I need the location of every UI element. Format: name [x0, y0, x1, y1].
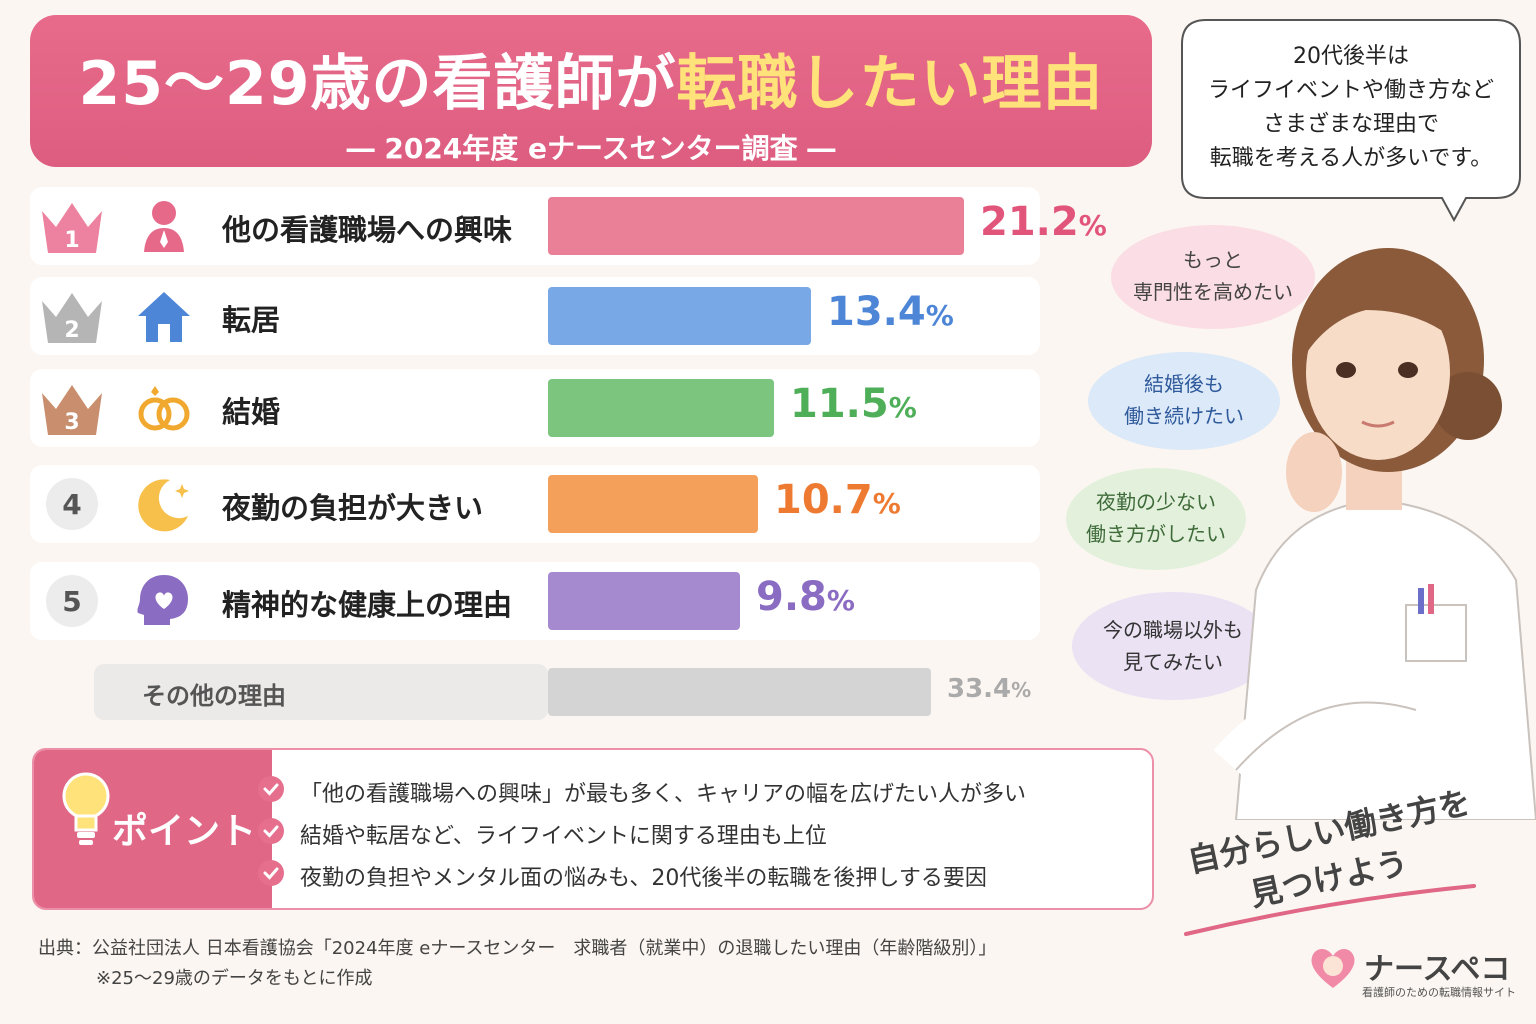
other-row-background	[94, 664, 548, 720]
rank-number: 5	[46, 575, 98, 627]
check-icon	[258, 776, 284, 802]
speech-line-1: 20代後半は	[1293, 44, 1409, 69]
bar-value-label: 33.4%	[947, 674, 1032, 704]
cloud-shape	[1072, 592, 1274, 700]
category-label: 転居	[222, 303, 281, 337]
speech-line-4: 転職を考える人が多いです。	[1209, 146, 1493, 171]
speech-bubble-shape	[1181, 19, 1521, 223]
bar	[548, 475, 758, 533]
thought-3-line-1: 夜勤の少ない	[1096, 490, 1216, 514]
point-item-3: 夜勤の負担やメンタル面の悩みも、20代後半の転職を後押しする要因	[258, 860, 987, 892]
bar	[548, 287, 811, 345]
point-item-2: 結婚や転居など、ライフイベントに関する理由も上位	[258, 818, 827, 850]
point-header: ポイント	[34, 750, 272, 908]
slogan-underline	[1184, 884, 1476, 936]
crown-icon: 3	[38, 379, 106, 439]
lightbulb-icon	[62, 772, 110, 845]
title-highlight: 転職したい理由	[676, 49, 1104, 119]
nurse-illustration	[1213, 248, 1536, 820]
bar	[548, 379, 774, 437]
thought-cloud-2: 結婚後も 働き続けたい	[1086, 350, 1282, 452]
thought-1-line-1: もっと	[1183, 248, 1243, 272]
page-subtitle: ― 2024年度 eナースセンター調査 ―	[346, 132, 836, 165]
check-icon	[258, 818, 284, 844]
bar-value-label: 11.5%	[790, 381, 917, 427]
thought-1-line-2: 専門性を高めたい	[1133, 280, 1293, 304]
bar-value-label: 21.2%	[980, 199, 1107, 245]
bar-value-label: 10.7%	[774, 477, 901, 523]
brand-tagline: 看護師のための転職情報サイト	[1362, 986, 1516, 999]
point-heading: ポイント	[112, 811, 257, 852]
thought-3-line-2: 働き方がしたい	[1086, 522, 1226, 546]
thought-cloud-4: 今の職場以外も 見てみたい	[1070, 590, 1276, 702]
chart-row-background	[30, 277, 1040, 355]
cloud-shape	[1088, 352, 1280, 450]
speech-bubble: 20代後半は ライフイベントや働き方など さまざまな理由で 転職を考える人が多い…	[1176, 14, 1526, 226]
category-label: 精神的な健康上の理由	[222, 588, 513, 622]
cloud-shape	[1111, 225, 1315, 329]
thought-4-line-1: 今の職場以外も	[1103, 618, 1243, 642]
bar	[548, 197, 964, 255]
brand-heart-logo	[1311, 948, 1355, 988]
thought-2-line-1: 結婚後も	[1144, 372, 1224, 396]
title-prefix: 25〜29歳の看護師が	[78, 49, 677, 119]
source-citation: 出典：公益社団法人 日本看護協会「2024年度 eナースセンター 求職者（就業中…	[38, 938, 997, 959]
bar-value-label: 9.8%	[756, 574, 855, 620]
bar-value-label: 13.4%	[827, 289, 954, 335]
category-label: 他の看護職場への興味	[222, 213, 513, 247]
bar	[548, 668, 931, 716]
speech-line-3: さまざまな理由で	[1262, 112, 1439, 137]
title-banner: 25〜29歳の看護師が転職したい理由 ― 2024年度 eナースセンター調査 ―	[30, 15, 1152, 167]
chart-row-background	[30, 562, 1040, 640]
point-box: ポイント 「他の看護職場への興味」が最も多く、キャリアの幅を広げたい人が多い 結…	[32, 748, 1154, 910]
cloud-shape	[1066, 468, 1246, 570]
thought-2-line-2: 働き続けたい	[1124, 404, 1244, 428]
chart-row-background	[30, 465, 1040, 543]
category-label: 結婚	[222, 395, 281, 429]
point-item-1: 「他の看護職場への興味」が最も多く、キャリアの幅を広げたい人が多い	[258, 776, 1026, 808]
chart-row-background	[30, 369, 1040, 447]
source-note: ※25〜29歳のデータをもとに作成	[96, 968, 373, 989]
speech-line-2: ライフイベントや働き方など	[1207, 78, 1494, 103]
svg-text:2: 2	[64, 318, 79, 343]
thought-4-line-2: 見てみたい	[1123, 650, 1223, 674]
person-icon	[134, 196, 194, 256]
other-label: その他の理由	[142, 682, 286, 710]
brand-name: ナースペコ	[1364, 952, 1511, 987]
house-icon	[134, 286, 194, 346]
page-title: 25〜29歳の看護師が転職したい理由	[30, 35, 1152, 122]
rings-icon	[134, 378, 194, 438]
crown-icon: 1	[38, 197, 106, 257]
bar	[548, 572, 740, 630]
svg-text:3: 3	[64, 410, 79, 435]
thought-cloud-1: もっと 専門性を高めたい	[1108, 222, 1318, 332]
thought-cloud-3: 夜勤の少ない 働き方がしたい	[1064, 466, 1248, 572]
moon-icon	[134, 474, 194, 534]
mind-heart-icon	[134, 571, 194, 631]
crown-icon: 2	[38, 287, 106, 347]
rank-number: 4	[46, 478, 98, 530]
check-icon	[258, 860, 284, 886]
svg-text:1: 1	[64, 228, 79, 253]
category-label: 夜勤の負担が大きい	[222, 491, 484, 525]
